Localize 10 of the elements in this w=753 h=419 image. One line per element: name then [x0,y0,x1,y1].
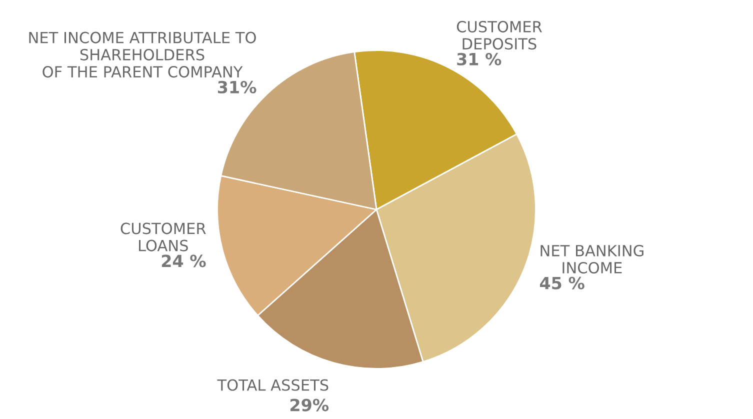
slice-label: CUSTOMER LOANS [120,222,206,252]
data-label: 45 % [540,276,584,290]
data-label: 31% [218,80,256,94]
data-label: 31 % [457,52,502,66]
slice-label: NET INCOME ATTRIBUTALE TO SHAREHOLDERS OF THE PARENT COMPANY [29,32,256,78]
data-label: 24 % [162,254,206,268]
slice-label: CUSTOMER DEPOSITS [456,20,542,50]
slice-label: TOTAL ASSETS [217,379,328,391]
slice-label: NET BANKING INCOME [540,244,644,274]
data-label: 29% [290,398,329,412]
